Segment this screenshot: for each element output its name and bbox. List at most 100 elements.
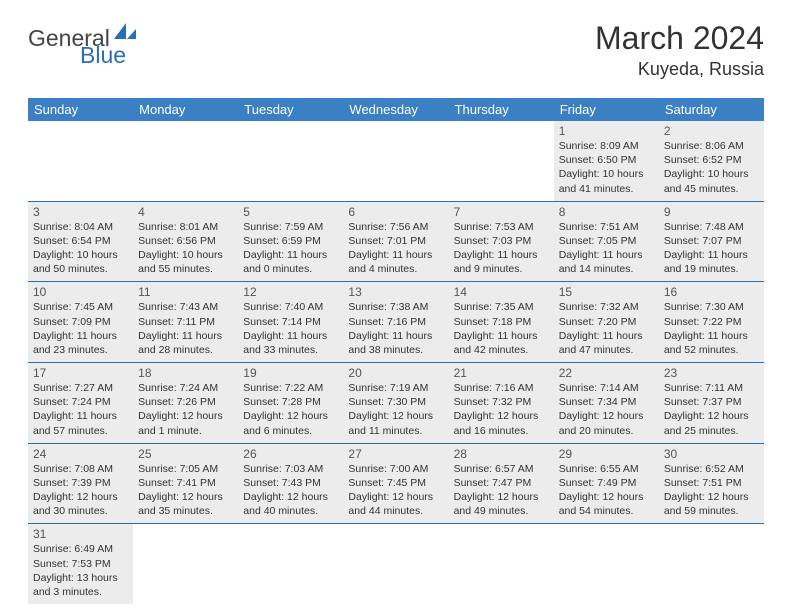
day-info: Sunrise: 7:03 AMSunset: 7:43 PMDaylight:… [243, 462, 338, 519]
calendar-cell [133, 524, 238, 604]
day-info: Sunrise: 7:51 AMSunset: 7:05 PMDaylight:… [559, 220, 654, 277]
day-number: 10 [33, 285, 128, 299]
day-number: 28 [454, 447, 549, 461]
day-number: 17 [33, 366, 128, 380]
day-info: Sunrise: 7:27 AMSunset: 7:24 PMDaylight:… [33, 381, 128, 438]
day-number: 22 [559, 366, 654, 380]
weekday-header: Friday [554, 98, 659, 121]
title-block: March 2024 Kuyeda, Russia [595, 20, 764, 80]
day-info: Sunrise: 6:55 AMSunset: 7:49 PMDaylight:… [559, 462, 654, 519]
day-number: 21 [454, 366, 549, 380]
calendar-cell: 4Sunrise: 8:01 AMSunset: 6:56 PMDaylight… [133, 201, 238, 282]
calendar-cell: 10Sunrise: 7:45 AMSunset: 7:09 PMDayligh… [28, 282, 133, 363]
weekday-header: Saturday [659, 98, 764, 121]
day-number: 14 [454, 285, 549, 299]
calendar-cell: 28Sunrise: 6:57 AMSunset: 7:47 PMDayligh… [449, 443, 554, 524]
location: Kuyeda, Russia [595, 59, 764, 80]
day-info: Sunrise: 7:40 AMSunset: 7:14 PMDaylight:… [243, 300, 338, 357]
calendar-cell: 30Sunrise: 6:52 AMSunset: 7:51 PMDayligh… [659, 443, 764, 524]
day-info: Sunrise: 7:59 AMSunset: 6:59 PMDaylight:… [243, 220, 338, 277]
calendar-cell: 1Sunrise: 8:09 AMSunset: 6:50 PMDaylight… [554, 121, 659, 201]
day-info: Sunrise: 6:49 AMSunset: 7:53 PMDaylight:… [33, 542, 128, 599]
calendar-cell: 26Sunrise: 7:03 AMSunset: 7:43 PMDayligh… [238, 443, 343, 524]
day-info: Sunrise: 8:01 AMSunset: 6:56 PMDaylight:… [138, 220, 233, 277]
header: General March 2024 Kuyeda, Russia [28, 20, 764, 80]
day-info: Sunrise: 6:57 AMSunset: 7:47 PMDaylight:… [454, 462, 549, 519]
calendar-cell: 24Sunrise: 7:08 AMSunset: 7:39 PMDayligh… [28, 443, 133, 524]
calendar-cell: 31Sunrise: 6:49 AMSunset: 7:53 PMDayligh… [28, 524, 133, 604]
calendar-cell: 15Sunrise: 7:32 AMSunset: 7:20 PMDayligh… [554, 282, 659, 363]
day-info: Sunrise: 7:16 AMSunset: 7:32 PMDaylight:… [454, 381, 549, 438]
calendar-cell [449, 524, 554, 604]
day-number: 18 [138, 366, 233, 380]
day-number: 25 [138, 447, 233, 461]
day-info: Sunrise: 7:08 AMSunset: 7:39 PMDaylight:… [33, 462, 128, 519]
calendar-cell [343, 121, 448, 201]
day-info: Sunrise: 8:04 AMSunset: 6:54 PMDaylight:… [33, 220, 128, 277]
calendar-cell: 23Sunrise: 7:11 AMSunset: 7:37 PMDayligh… [659, 363, 764, 444]
calendar-cell: 14Sunrise: 7:35 AMSunset: 7:18 PMDayligh… [449, 282, 554, 363]
day-info: Sunrise: 7:38 AMSunset: 7:16 PMDaylight:… [348, 300, 443, 357]
day-number: 23 [664, 366, 759, 380]
calendar-table: SundayMondayTuesdayWednesdayThursdayFrid… [28, 98, 764, 604]
day-info: Sunrise: 7:53 AMSunset: 7:03 PMDaylight:… [454, 220, 549, 277]
weekday-header: Wednesday [343, 98, 448, 121]
day-number: 1 [559, 124, 654, 138]
day-info: Sunrise: 7:32 AMSunset: 7:20 PMDaylight:… [559, 300, 654, 357]
day-number: 5 [243, 205, 338, 219]
day-number: 7 [454, 205, 549, 219]
logo-text-blue: Blue [80, 42, 126, 69]
calendar-cell [238, 121, 343, 201]
day-number: 31 [33, 527, 128, 541]
day-number: 13 [348, 285, 443, 299]
weekday-header: Thursday [449, 98, 554, 121]
calendar-cell: 11Sunrise: 7:43 AMSunset: 7:11 PMDayligh… [133, 282, 238, 363]
day-info: Sunrise: 7:30 AMSunset: 7:22 PMDaylight:… [664, 300, 759, 357]
day-info: Sunrise: 8:09 AMSunset: 6:50 PMDaylight:… [559, 139, 654, 196]
calendar-cell: 7Sunrise: 7:53 AMSunset: 7:03 PMDaylight… [449, 201, 554, 282]
calendar-header: SundayMondayTuesdayWednesdayThursdayFrid… [28, 98, 764, 121]
day-number: 19 [243, 366, 338, 380]
day-info: Sunrise: 7:45 AMSunset: 7:09 PMDaylight:… [33, 300, 128, 357]
day-info: Sunrise: 7:19 AMSunset: 7:30 PMDaylight:… [348, 381, 443, 438]
calendar-cell: 8Sunrise: 7:51 AMSunset: 7:05 PMDaylight… [554, 201, 659, 282]
day-info: Sunrise: 7:14 AMSunset: 7:34 PMDaylight:… [559, 381, 654, 438]
day-number: 29 [559, 447, 654, 461]
day-number: 30 [664, 447, 759, 461]
day-number: 16 [664, 285, 759, 299]
calendar-cell: 27Sunrise: 7:00 AMSunset: 7:45 PMDayligh… [343, 443, 448, 524]
day-info: Sunrise: 8:06 AMSunset: 6:52 PMDaylight:… [664, 139, 759, 196]
calendar-cell [238, 524, 343, 604]
logo-row2: Blue [28, 42, 126, 69]
calendar-cell: 20Sunrise: 7:19 AMSunset: 7:30 PMDayligh… [343, 363, 448, 444]
day-info: Sunrise: 7:56 AMSunset: 7:01 PMDaylight:… [348, 220, 443, 277]
calendar-cell: 25Sunrise: 7:05 AMSunset: 7:41 PMDayligh… [133, 443, 238, 524]
calendar-cell: 5Sunrise: 7:59 AMSunset: 6:59 PMDaylight… [238, 201, 343, 282]
day-number: 3 [33, 205, 128, 219]
calendar-cell: 19Sunrise: 7:22 AMSunset: 7:28 PMDayligh… [238, 363, 343, 444]
calendar-cell [659, 524, 764, 604]
day-number: 6 [348, 205, 443, 219]
day-number: 26 [243, 447, 338, 461]
calendar-cell [28, 121, 133, 201]
day-number: 9 [664, 205, 759, 219]
calendar-cell: 22Sunrise: 7:14 AMSunset: 7:34 PMDayligh… [554, 363, 659, 444]
day-info: Sunrise: 7:35 AMSunset: 7:18 PMDaylight:… [454, 300, 549, 357]
day-number: 4 [138, 205, 233, 219]
day-number: 15 [559, 285, 654, 299]
day-info: Sunrise: 7:24 AMSunset: 7:26 PMDaylight:… [138, 381, 233, 438]
calendar-cell [554, 524, 659, 604]
month-title: March 2024 [595, 20, 764, 57]
weekday-header: Monday [133, 98, 238, 121]
calendar-cell: 17Sunrise: 7:27 AMSunset: 7:24 PMDayligh… [28, 363, 133, 444]
calendar-body: 1Sunrise: 8:09 AMSunset: 6:50 PMDaylight… [28, 121, 764, 604]
weekday-header: Sunday [28, 98, 133, 121]
calendar-cell [133, 121, 238, 201]
day-info: Sunrise: 7:00 AMSunset: 7:45 PMDaylight:… [348, 462, 443, 519]
day-number: 2 [664, 124, 759, 138]
day-info: Sunrise: 7:22 AMSunset: 7:28 PMDaylight:… [243, 381, 338, 438]
day-info: Sunrise: 7:05 AMSunset: 7:41 PMDaylight:… [138, 462, 233, 519]
day-number: 20 [348, 366, 443, 380]
calendar-cell: 29Sunrise: 6:55 AMSunset: 7:49 PMDayligh… [554, 443, 659, 524]
calendar-cell: 12Sunrise: 7:40 AMSunset: 7:14 PMDayligh… [238, 282, 343, 363]
